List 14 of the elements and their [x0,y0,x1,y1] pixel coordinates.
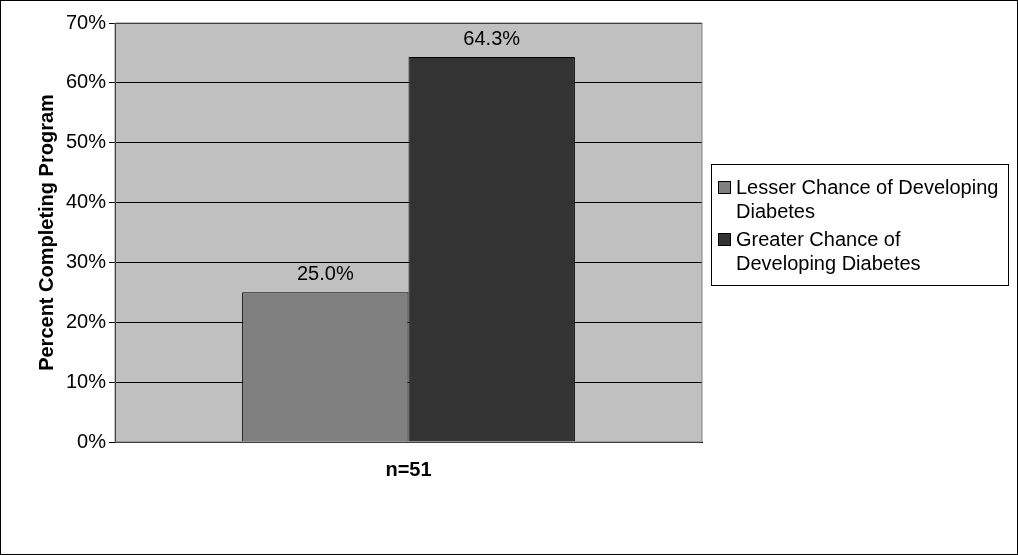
data-label: 25.0% [296,261,354,284]
data-label: 64.3% [463,26,521,49]
y-axis-title: Percent Completing Program [34,94,57,371]
y-tick-label: 40% [66,190,107,213]
x-tick-label: n=51 [385,457,432,480]
y-tick-label: 10% [66,369,107,392]
legend-label: Greater Chance of Developing Diabetes [736,227,922,275]
legend-label: Lesser Chance of Developing Diabetes [736,175,1000,223]
y-tick-label: 70% [66,10,107,33]
y-tick-label: 0% [77,429,107,452]
y-tick-label: 30% [66,249,107,272]
y-tick-label: 50% [66,130,107,153]
y-tick-label: 60% [66,70,107,93]
y-tick-label: 20% [66,309,107,332]
